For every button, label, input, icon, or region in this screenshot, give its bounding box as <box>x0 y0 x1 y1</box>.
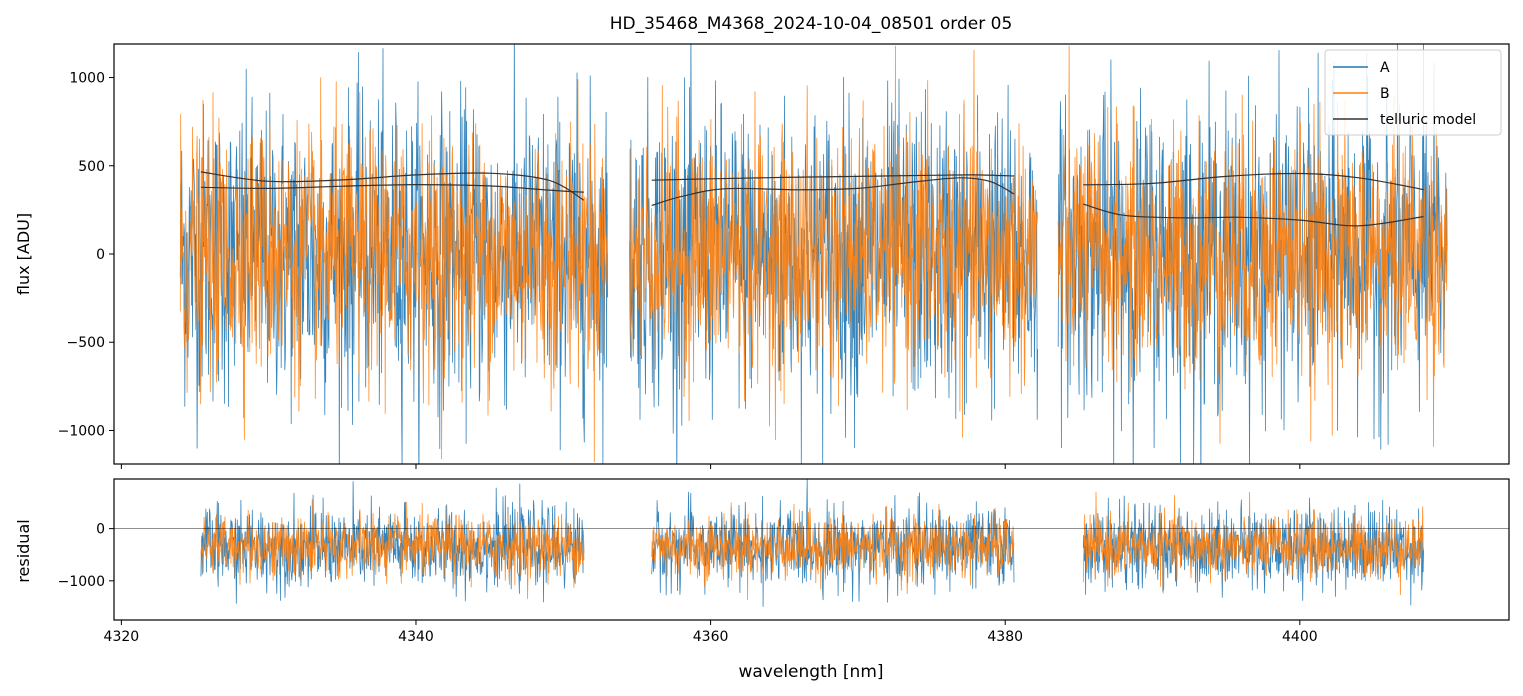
y-tick-label: −1000 <box>58 423 105 439</box>
y-tick-label: 1000 <box>69 71 105 87</box>
flux-y-ticks: −1000 −500 0 500 1000 <box>58 71 114 439</box>
telluric-model-curve-3 <box>651 174 1015 181</box>
flux-series-b-segment-3 <box>1057 45 1448 447</box>
y-tick-label: 0 <box>96 522 105 538</box>
x-tick-label: 4360 <box>693 629 729 645</box>
x-tick-label: 4380 <box>987 629 1023 645</box>
x-axis-label: wavelength [nm] <box>738 662 883 682</box>
y-tick-label: −1000 <box>58 574 105 590</box>
telluric-model-curve-5 <box>1083 172 1424 191</box>
flux-y-axis-label: flux [ADU] <box>14 213 33 295</box>
residual-x-ticks: 4320 4340 4360 4380 4400 <box>104 620 1318 645</box>
flux-x-ticks <box>120 464 1301 469</box>
y-tick-label: −500 <box>67 335 105 351</box>
flux-series-a-segment-1 <box>179 44 608 464</box>
legend-label-b: B <box>1380 86 1390 102</box>
flux-series-b-segment-2 <box>629 45 1038 440</box>
residual-series-b-segment-1 <box>200 499 585 599</box>
legend: A B telluric model <box>1324 49 1502 136</box>
residual-plot-area <box>114 479 1509 607</box>
telluric-model-curve-2 <box>200 183 584 193</box>
telluric-model-curve-4 <box>651 177 1015 207</box>
x-tick-label: 4340 <box>398 629 434 645</box>
flux-panel: −1000 −500 0 500 1000 flux [ADU] A B telluri… <box>14 43 1510 469</box>
legend-label-telluric: telluric model <box>1380 112 1476 128</box>
x-tick-label: 4400 <box>1282 629 1318 645</box>
legend-frame <box>1324 49 1502 136</box>
flux-series-b-segment-1 <box>179 77 608 463</box>
flux-plot-area <box>179 44 1448 464</box>
residual-y-axis-label: residual <box>14 519 33 582</box>
residual-y-ticks: −1000 0 <box>58 522 114 590</box>
y-tick-label: 0 <box>96 247 105 263</box>
legend-label-a: A <box>1380 60 1390 76</box>
y-tick-label: 500 <box>78 159 105 175</box>
residual-series-b-segment-3 <box>1082 492 1424 596</box>
x-tick-label: 4320 <box>104 629 140 645</box>
figure-title: HD_35468_M4368_2024-10-04_08501 order 05 <box>610 14 1013 34</box>
residual-series-b-segment-2 <box>651 502 1015 600</box>
residual-axes-frame <box>113 478 1510 621</box>
telluric-model-curve-6 <box>1083 203 1424 227</box>
residual-panel: −1000 0 4320 4340 4360 4380 4400 residual wav… <box>14 478 1510 682</box>
telluric-model-curve-1 <box>200 171 585 201</box>
